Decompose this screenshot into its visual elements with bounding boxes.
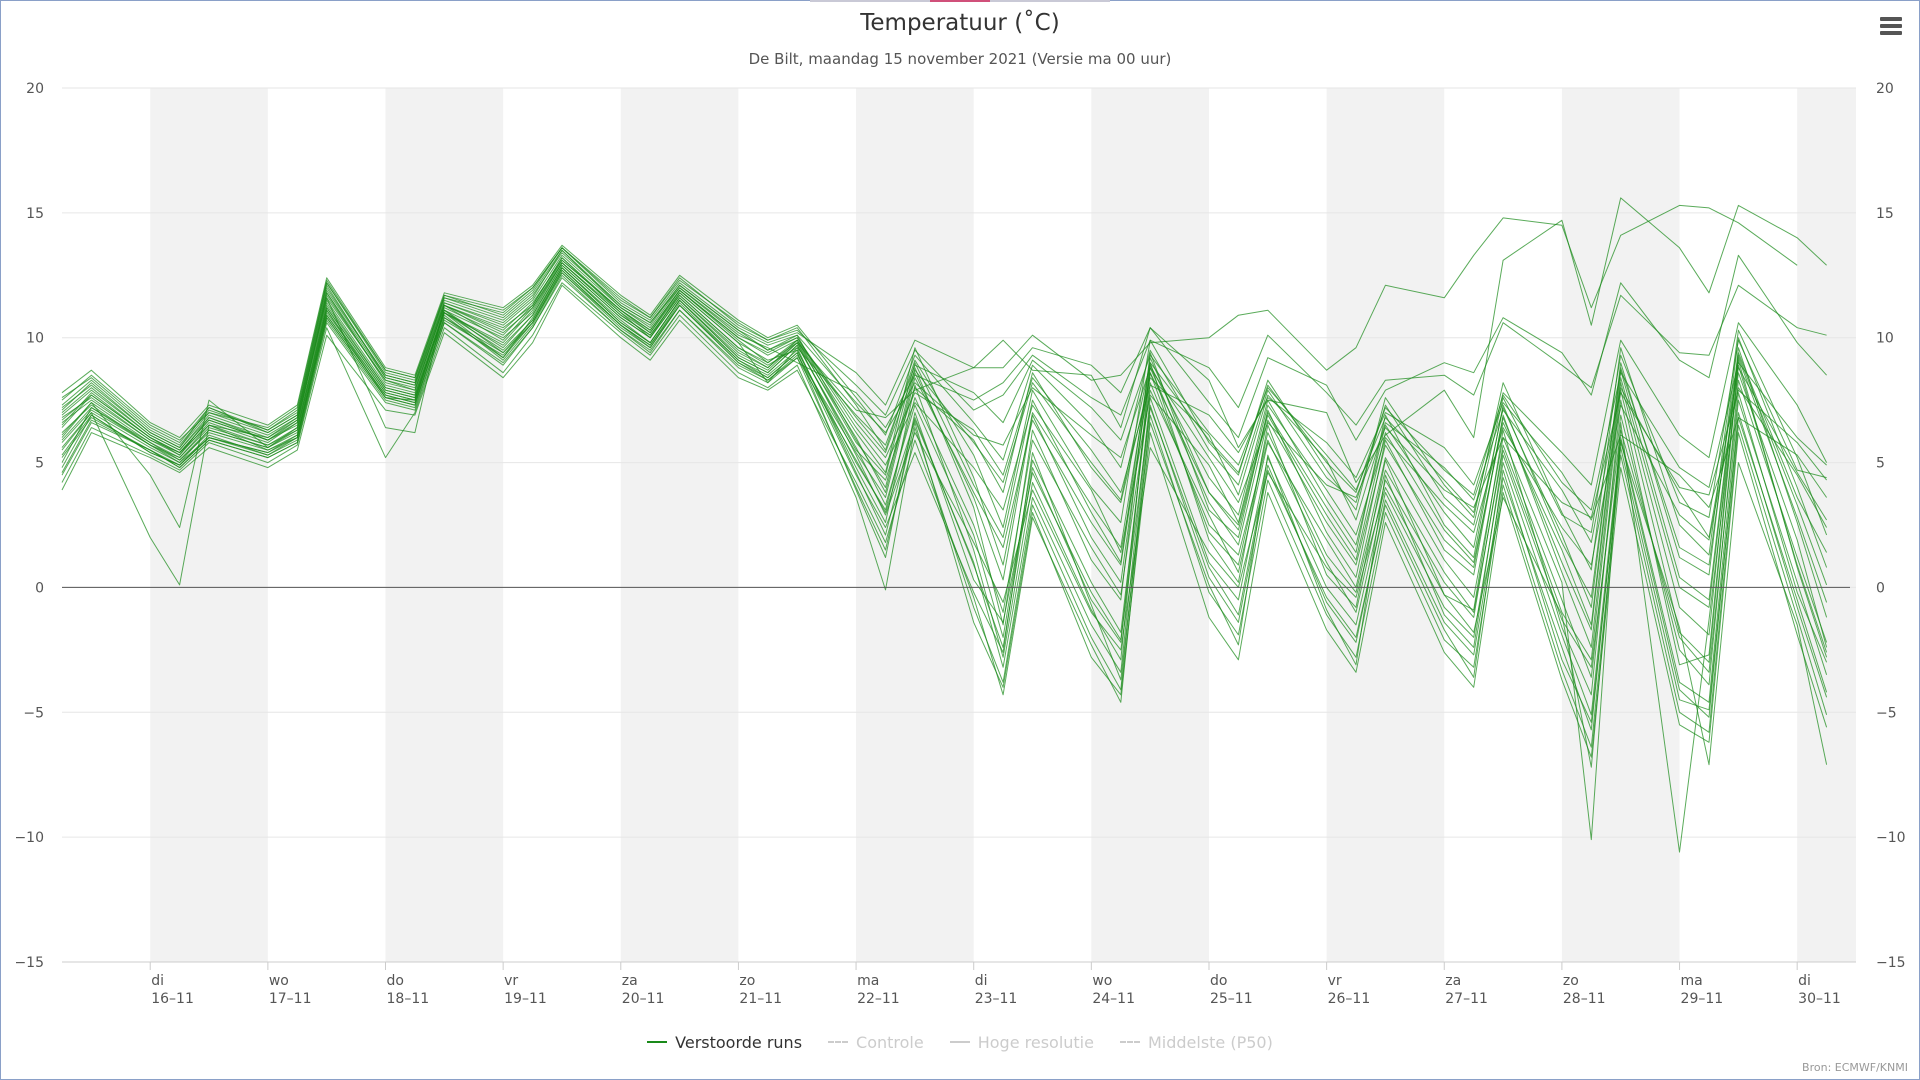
chart-legend: Verstoorde runs Controle Hoge resolutie Mid… [0,1030,1920,1054]
x-tick-day-label: ma [1681,973,1703,989]
y-tick-label: 10 [26,331,44,347]
ensemble-run-line [61,282,1828,723]
x-axis: di 16–11 wo 17–11 do 18–11 vr 19–11 za 20–11 zo 21–… [62,961,1856,1007]
y-axis-right: 20 15 10 5 0 −5 −10 −15 [1876,81,1906,971]
x-tick-date-label: 28–11 [1563,991,1606,1007]
ensemble-run-line [61,264,1828,608]
ensemble-run-line [61,277,1828,758]
x-tick-day-label: di [1798,973,1811,989]
ensemble-run-line [61,257,1827,511]
ensemble-run-line [61,254,1828,566]
y-tick-label: 15 [1876,206,1894,222]
legend-swatch [1119,1041,1140,1043]
y-tick-label: 20 [26,81,44,97]
ensemble-run-line [61,267,1828,586]
x-tick-date-label: 18–11 [387,991,430,1007]
ensemble-run-line [61,259,1828,768]
weekday-band [1797,88,1856,962]
y-tick-label: 5 [1876,456,1885,472]
chart-title: Temperatuur (˚C) [859,9,1059,36]
hamburger-menu-icon-bar [1880,24,1902,28]
y-tick-label: −5 [23,705,44,721]
y-tick-label: −15 [14,955,44,971]
x-tick-day-label: zo [739,973,755,989]
ensemble-run-line [61,244,1827,533]
x-tick-date-label: 16–11 [151,991,194,1007]
hamburger-menu-icon-bar [1880,31,1902,35]
y-tick-label: 0 [1876,580,1885,596]
x-tick-day-label: di [975,973,988,989]
ensemble-series [61,197,1850,853]
x-tick-date-label: 26–11 [1328,991,1371,1007]
x-tick-date-label: 24–11 [1092,991,1135,1007]
chart-subtitle: De Bilt, maandag 15 november 2021 (Versi… [749,50,1172,68]
weekday-band [150,88,268,962]
x-tick-date-label: 22–11 [857,991,900,1007]
x-tick-date-label: 21–11 [739,991,782,1007]
hamburger-menu-icon [1880,17,1902,21]
y-tick-label: 5 [35,456,44,472]
weekday-band [385,88,504,962]
x-tick-date-label: 29–11 [1681,991,1724,1007]
ensemble-run-line [61,247,1827,444]
ensemble-run-line [61,269,1828,853]
x-tick-date-label: 20–11 [622,991,665,1007]
legend-swatch [828,1041,849,1043]
legend-swatch [949,1041,970,1043]
y-tick-label: −15 [1876,955,1906,971]
y-tick-label: 10 [1876,331,1894,347]
y-tick-label: 20 [1876,81,1894,97]
x-tick-day-label: zo [1563,973,1579,989]
top-accent-bar [810,0,1110,2]
weekday-band [1326,88,1445,962]
credits-link[interactable]: Bron: ECMWF/KNMI [1802,1061,1908,1074]
x-tick-day-label: za [622,973,638,989]
weekday-band [1091,88,1209,962]
y-tick-label: −10 [1876,830,1906,846]
legend-label: Middelste (P50) [1147,1032,1273,1052]
x-tick-day-label: za [1445,973,1461,989]
y-tick-label: −5 [1876,705,1897,721]
y-tick-label: 15 [26,206,44,222]
ensemble-run-line [61,262,1828,598]
legend-label: Hoge resolutie [977,1032,1094,1052]
x-tick-date-label: 25–11 [1210,991,1253,1007]
legend-item[interactable]: Hoge resolutie [949,1032,1094,1052]
y-tick-label: 0 [35,580,44,596]
ensemble-run-line [61,252,1827,451]
x-tick-date-label: 19–11 [504,991,547,1007]
x-tick-day-label: vr [504,973,518,989]
legend-label: Verstoorde runs [675,1032,803,1052]
x-tick-day-label: ma [857,973,879,989]
ensemble-run-line [61,267,1828,686]
weekday-band [620,88,739,962]
x-tick-day-label: wo [269,973,289,989]
x-tick-date-label: 30–11 [1798,991,1841,1007]
x-tick-day-label: do [1210,973,1227,989]
chart-menu-button[interactable] [1878,14,1906,40]
x-tick-date-label: 23–11 [975,991,1018,1007]
legend-item[interactable]: Controle [828,1033,924,1052]
ensemble-run-line [61,259,1828,521]
legend-item[interactable]: Middelste (P50) [1119,1032,1273,1052]
x-tick-date-label: 17–11 [269,991,312,1007]
x-tick-day-label: vr [1328,973,1342,989]
x-tick-day-label: do [387,973,404,989]
x-tick-day-label: di [151,973,164,989]
x-tick-date-label: 27–11 [1445,991,1488,1007]
legend-swatch [647,1041,668,1043]
ensemble-run-line [61,262,1828,663]
legend-label: Controle [856,1032,924,1052]
ensemble-run-line [61,197,1827,483]
ensemble-run-line [61,247,1828,571]
legend-item[interactable]: Verstoorde runs [647,1033,802,1052]
y-axis-left: 20 15 10 5 0 −5 −10 −15 [14,81,44,971]
y-tick-label: −10 [14,830,44,846]
x-tick-day-label: wo [1092,973,1112,989]
ensemble-run-line [61,249,1827,518]
